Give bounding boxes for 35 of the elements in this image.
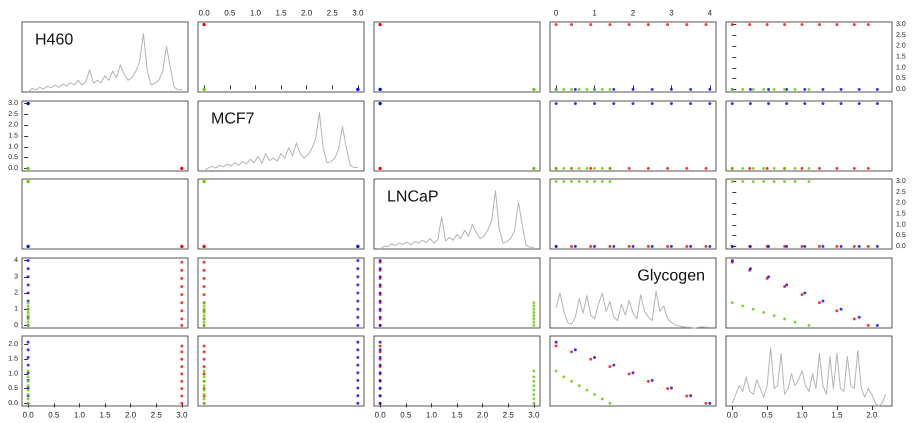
x-tick-label: 2.5 <box>502 410 514 420</box>
x-tick-label: 0.5 <box>400 410 412 420</box>
x-tick-label: 3.0 <box>352 8 364 18</box>
chart-title: H460 <box>35 32 74 48</box>
x-tick-label: 0.0 <box>374 410 386 420</box>
x-tick-label: 2 <box>630 8 636 18</box>
x-tick-label: 2.0 <box>125 410 137 420</box>
x-tick-label: 0.0 <box>726 410 738 420</box>
x-tick-label: 2.0 <box>866 410 878 420</box>
x-tick-label: 2.0 <box>301 8 313 18</box>
x-tick-label: 0.5 <box>224 8 236 18</box>
x-tick-label: 2.0 <box>477 410 489 420</box>
x-tick-label: 4 <box>708 8 713 18</box>
x-tick-label: 0.0 <box>198 8 210 18</box>
x-tick-label: 0.0 <box>22 410 34 420</box>
x-tick-label: 1.0 <box>796 410 808 420</box>
chart-title: LNCaP <box>387 188 439 206</box>
x-tick-label: 0.5 <box>48 410 60 420</box>
x-tick-label: 3.0 <box>176 410 188 420</box>
x-tick-label: 0.5 <box>762 410 774 420</box>
x-tick-label: 0 <box>554 8 559 18</box>
x-tick-label: 1.5 <box>275 8 288 18</box>
chart-title: Glycogen <box>637 267 705 284</box>
x-tick-label: 2.5 <box>326 8 338 18</box>
x-tick-label: 3 <box>669 8 674 18</box>
x-tick-label: 1.0 <box>426 410 438 420</box>
x-tick-label: 1.5 <box>831 410 844 420</box>
x-tick-label: 1.0 <box>74 410 86 420</box>
chart-title: MCF7 <box>211 110 255 127</box>
x-tick-label: 2.5 <box>150 410 162 420</box>
x-tick-label: 3.0 <box>528 410 540 420</box>
x-tick-label: 1.5 <box>451 410 464 420</box>
x-tick-label: 1.0 <box>250 8 262 18</box>
x-tick-label: 1.5 <box>99 410 112 420</box>
x-tick-label: 1 <box>592 8 598 18</box>
